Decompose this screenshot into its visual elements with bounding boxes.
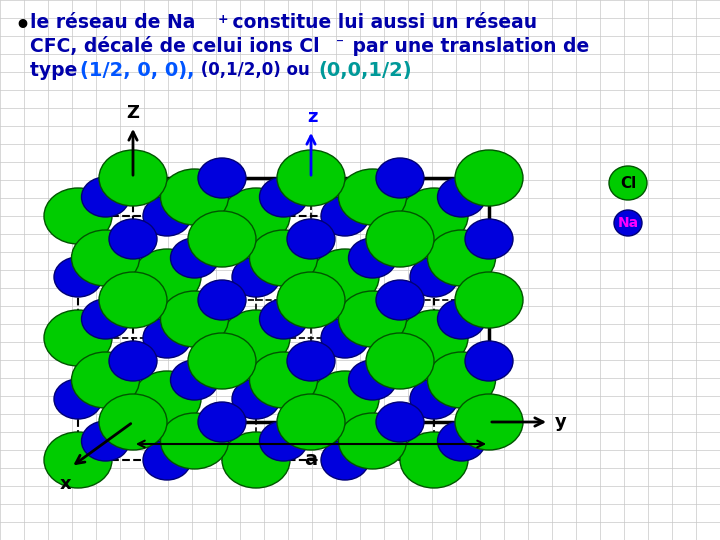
Text: a: a	[305, 450, 318, 469]
Ellipse shape	[143, 196, 191, 236]
Text: y: y	[555, 413, 567, 431]
Ellipse shape	[54, 257, 102, 297]
Ellipse shape	[311, 249, 379, 305]
Ellipse shape	[81, 299, 130, 339]
Ellipse shape	[99, 394, 167, 450]
Ellipse shape	[99, 272, 167, 328]
Ellipse shape	[277, 150, 345, 206]
Ellipse shape	[455, 150, 523, 206]
Ellipse shape	[455, 394, 523, 450]
Ellipse shape	[348, 238, 397, 278]
Ellipse shape	[143, 440, 191, 480]
Ellipse shape	[455, 272, 523, 328]
Ellipse shape	[366, 333, 434, 389]
Ellipse shape	[321, 318, 369, 358]
Ellipse shape	[287, 341, 335, 381]
Text: (0,0,1/2): (0,0,1/2)	[318, 61, 412, 80]
Ellipse shape	[438, 177, 485, 217]
Ellipse shape	[348, 360, 397, 400]
Ellipse shape	[338, 169, 407, 225]
Ellipse shape	[54, 379, 102, 419]
Ellipse shape	[198, 280, 246, 320]
Ellipse shape	[44, 188, 112, 244]
Ellipse shape	[321, 440, 369, 480]
Ellipse shape	[232, 379, 280, 419]
Ellipse shape	[232, 257, 280, 297]
Text: CFC, décalé de celui ions Cl: CFC, décalé de celui ions Cl	[30, 37, 320, 56]
Ellipse shape	[465, 219, 513, 259]
Text: constitue lui aussi un réseau: constitue lui aussi un réseau	[226, 13, 537, 32]
Ellipse shape	[277, 272, 345, 328]
Ellipse shape	[222, 188, 290, 244]
Ellipse shape	[161, 413, 228, 469]
Ellipse shape	[428, 230, 495, 286]
Ellipse shape	[338, 413, 407, 469]
Ellipse shape	[376, 280, 424, 320]
Text: Z: Z	[127, 104, 140, 122]
Ellipse shape	[44, 432, 112, 488]
Ellipse shape	[438, 299, 485, 339]
Ellipse shape	[109, 341, 157, 381]
Ellipse shape	[338, 291, 407, 347]
Ellipse shape	[614, 210, 642, 236]
Text: Cl: Cl	[620, 176, 636, 191]
Ellipse shape	[143, 318, 191, 358]
Ellipse shape	[311, 371, 379, 427]
Ellipse shape	[277, 394, 345, 450]
Ellipse shape	[465, 341, 513, 381]
Ellipse shape	[410, 379, 458, 419]
Ellipse shape	[438, 421, 485, 461]
Text: x: x	[60, 475, 72, 493]
Ellipse shape	[188, 333, 256, 389]
Ellipse shape	[250, 230, 318, 286]
Ellipse shape	[161, 291, 228, 347]
Text: Na: Na	[618, 216, 639, 230]
Ellipse shape	[133, 371, 201, 427]
Ellipse shape	[410, 257, 458, 297]
Text: +: +	[218, 13, 229, 26]
Text: type: type	[30, 61, 84, 80]
Ellipse shape	[133, 249, 201, 305]
Text: z: z	[307, 108, 318, 126]
Ellipse shape	[188, 211, 256, 267]
Ellipse shape	[376, 158, 424, 198]
Ellipse shape	[198, 158, 246, 198]
Text: par une translation de: par une translation de	[346, 37, 589, 56]
Ellipse shape	[428, 352, 495, 408]
Text: ⁻: ⁻	[336, 37, 344, 52]
Ellipse shape	[222, 310, 290, 366]
Ellipse shape	[400, 310, 468, 366]
Ellipse shape	[400, 188, 468, 244]
Ellipse shape	[366, 211, 434, 267]
Ellipse shape	[109, 219, 157, 259]
Ellipse shape	[161, 169, 228, 225]
Ellipse shape	[259, 421, 307, 461]
Ellipse shape	[222, 432, 290, 488]
Ellipse shape	[81, 421, 130, 461]
Ellipse shape	[81, 177, 130, 217]
Ellipse shape	[171, 238, 218, 278]
Ellipse shape	[287, 219, 335, 259]
Ellipse shape	[609, 166, 647, 200]
Ellipse shape	[259, 177, 307, 217]
Text: •: •	[14, 14, 30, 38]
Text: (1/2, 0, 0),: (1/2, 0, 0),	[80, 61, 194, 80]
Ellipse shape	[71, 352, 140, 408]
Ellipse shape	[250, 352, 318, 408]
Ellipse shape	[321, 196, 369, 236]
Ellipse shape	[99, 150, 167, 206]
Text: (0,1/2,0) ou: (0,1/2,0) ou	[195, 61, 315, 79]
Ellipse shape	[44, 310, 112, 366]
Ellipse shape	[400, 432, 468, 488]
Ellipse shape	[198, 402, 246, 442]
Ellipse shape	[171, 360, 218, 400]
Text: le réseau de Na: le réseau de Na	[30, 13, 195, 32]
Ellipse shape	[71, 230, 140, 286]
Ellipse shape	[376, 402, 424, 442]
Ellipse shape	[259, 299, 307, 339]
